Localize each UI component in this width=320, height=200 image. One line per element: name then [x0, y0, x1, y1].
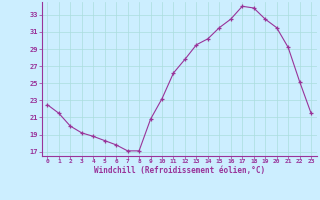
- X-axis label: Windchill (Refroidissement éolien,°C): Windchill (Refroidissement éolien,°C): [94, 166, 265, 175]
